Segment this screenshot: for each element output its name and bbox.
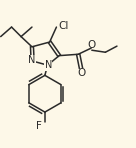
Text: Cl: Cl xyxy=(59,21,69,31)
Text: O: O xyxy=(78,68,86,78)
Text: F: F xyxy=(36,121,42,131)
Text: O: O xyxy=(88,40,96,50)
Text: N: N xyxy=(45,60,52,70)
Text: N: N xyxy=(28,55,36,65)
